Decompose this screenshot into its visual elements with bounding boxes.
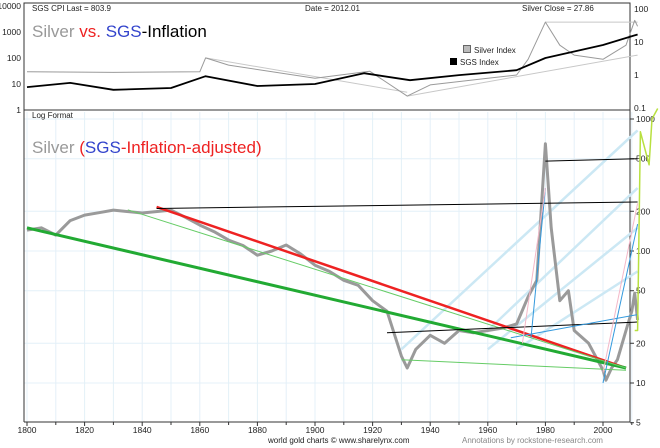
title2-rest: -Inflation-adjusted)	[120, 138, 262, 157]
top-right-tick-label: 100	[634, 4, 648, 14]
title2-sgs: SGS	[84, 138, 121, 157]
annotation-line-light-blue	[486, 187, 639, 332]
top-left-tick-label: 1000	[2, 27, 21, 37]
annotation-line-sgs	[386, 321, 638, 334]
annotation-line-pink	[521, 187, 546, 344]
cpi-last: SGS CPI Last = 803.9	[32, 4, 111, 13]
x-tick-label: 1920	[363, 425, 382, 435]
bottom-title: Silver (SGS-Inflation-adjusted)	[32, 138, 262, 158]
top-left-tick-label: 10	[12, 79, 22, 89]
top-right-tick-label: 1	[634, 70, 639, 80]
footer-annotation: Annotations by rockstone-research.com	[462, 436, 603, 445]
legend-sgs-swatch	[450, 58, 457, 65]
bottom-tick-label: 500	[636, 154, 650, 164]
annotation-line-lime	[634, 108, 659, 332]
title2-silver: Silver	[32, 138, 80, 157]
title-vs: vs.	[79, 22, 106, 41]
top-trend-line	[407, 54, 638, 97]
title-silver: Silver	[32, 22, 80, 41]
log-format: Log Format	[32, 111, 73, 120]
silver-index-line	[26, 19, 639, 97]
annotation-line-light-blue	[400, 129, 639, 351]
top-left-tick-label: 1	[16, 105, 21, 115]
x-tick-label: 1880	[248, 425, 267, 435]
legend-silver: Silver Index	[463, 45, 516, 55]
title-inflation: -Inflation	[141, 22, 207, 41]
annotation-line-pink	[602, 203, 639, 373]
x-tick-label: 1980	[536, 425, 555, 435]
legend-silver-label: Silver Index	[474, 46, 516, 55]
title2-paren: (	[79, 138, 85, 157]
legend-sgs: SGS Index	[450, 58, 499, 67]
annotation-line-light-green	[401, 359, 627, 371]
x-tick-label: 1800	[18, 425, 37, 435]
x-tick-label: 1900	[306, 425, 325, 435]
bottom-tick-label: 5	[636, 418, 641, 428]
footer-source: world gold charts © www.sharelynx.com	[268, 436, 410, 445]
annotation-line-blue-line	[510, 314, 638, 339]
x-tick-label: 1860	[190, 425, 209, 435]
title-sgs: SGS	[105, 22, 142, 41]
silver-close: Silver Close = 27.86	[522, 4, 594, 13]
x-tick-label: 1960	[478, 425, 497, 435]
date-label: Date = 2012.01	[305, 4, 360, 13]
annotation-line-sgs	[156, 201, 638, 209]
x-tick-label: 1940	[421, 425, 440, 435]
bottom-tick-label: 10	[636, 378, 646, 388]
annotation-line-light-green	[127, 209, 627, 369]
annotation-line-blue-line	[602, 223, 639, 384]
x-tick-label: 1820	[75, 425, 94, 435]
annotation-line-blue-line	[530, 187, 546, 338]
top-right-tick-label: 0.1	[634, 103, 646, 113]
top-title: Silver vs. SGS-Inflation	[32, 22, 207, 42]
x-tick-label: 2000	[594, 425, 613, 435]
bottom-tick-label: 1000	[636, 114, 655, 124]
bottom-tick-label: 200	[636, 206, 650, 216]
legend-sgs-label: SGS Index	[460, 58, 499, 67]
top-left-tick-label: 10000	[0, 1, 21, 11]
bottom-tick-label: 100	[636, 246, 650, 256]
top-trend-line	[205, 57, 408, 93]
top-panel-frame	[23, 2, 631, 111]
bottom-tick-label: 20	[636, 338, 646, 348]
annotation-line-sgs	[545, 158, 638, 162]
annotation-line-red	[156, 205, 627, 370]
legend-silver-swatch	[463, 45, 471, 53]
top-left-tick-label: 100	[7, 53, 21, 63]
sgs-index-line	[26, 33, 638, 91]
x-tick-label: 1840	[133, 425, 152, 435]
bottom-tick-label: 50	[636, 286, 646, 296]
top-right-tick-label: 10	[634, 37, 644, 47]
silver-adjusted-line	[26, 142, 640, 382]
annotation-line-green	[26, 226, 627, 370]
